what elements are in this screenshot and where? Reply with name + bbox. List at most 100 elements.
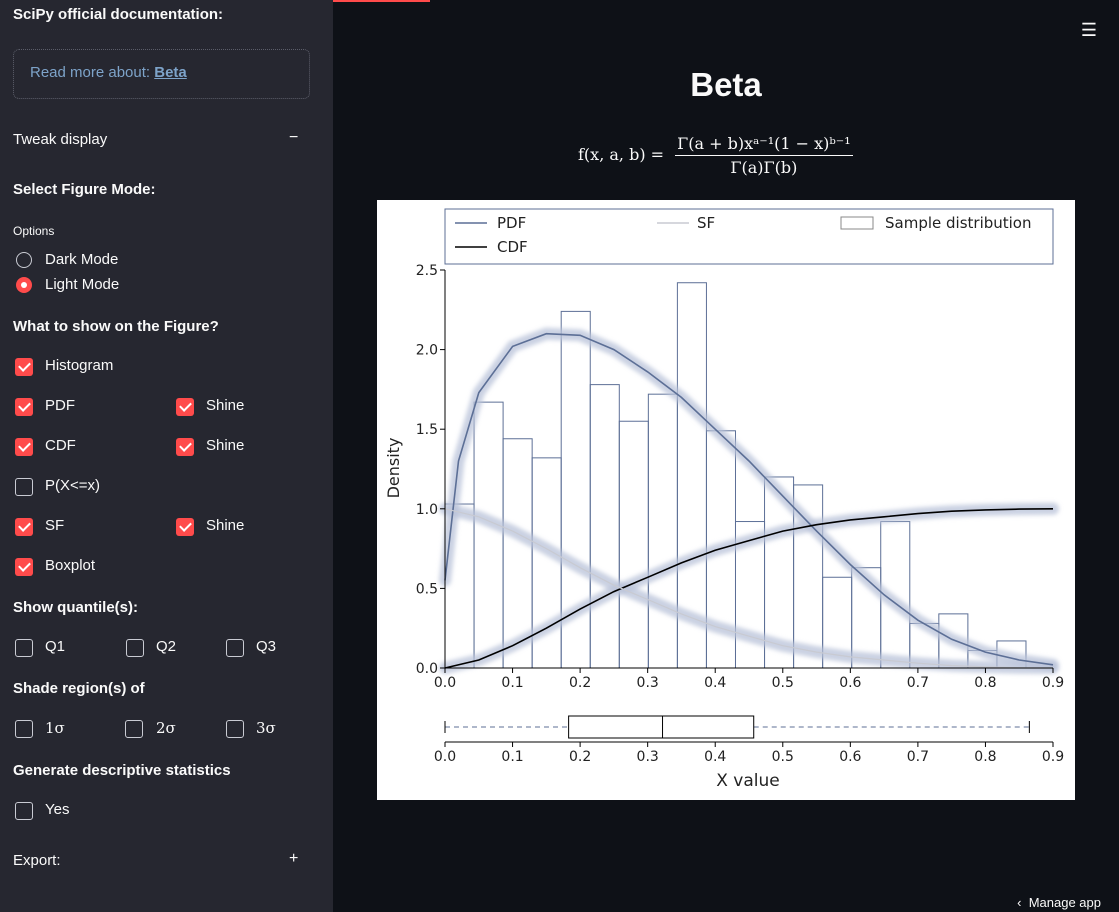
boxplot-x-tick-label: 0.3 [637, 749, 659, 765]
x-tick-label: 0.9 [1042, 675, 1064, 691]
manage-app-button[interactable]: ‹ Manage app [1017, 895, 1101, 910]
manage-app-label: Manage app [1028, 895, 1101, 910]
boxplot-x-tick-label: 0.4 [704, 749, 726, 765]
read-more-link[interactable]: Beta [154, 64, 187, 81]
pdf-checkbox[interactable] [15, 398, 33, 416]
sf-shine-checkbox[interactable] [176, 518, 194, 536]
formula-lhs: f(x, a, b) = [578, 145, 665, 164]
histogram-bar [618, 420, 649, 669]
chevron-left-icon: ‹ [1017, 895, 1022, 910]
pxx-label: P(X<=x) [45, 477, 101, 494]
boxplot-checkbox[interactable] [15, 558, 33, 576]
y-axis-label: Density [384, 438, 403, 499]
sigma2-checkbox[interactable] [125, 720, 143, 738]
legend-pdf-label: PDF [497, 214, 526, 232]
boxplot-x-tick-label: 0.1 [501, 749, 523, 765]
shade-heading: Shade region(s) of [13, 680, 145, 697]
stats-heading: Generate descriptive statistics [13, 762, 231, 779]
stats-yes-checkbox[interactable] [15, 802, 33, 820]
cdf-checkbox[interactable] [15, 438, 33, 456]
x-tick-label: 0.6 [839, 675, 861, 691]
formula: f(x, a, b) = Γ(a + b)xᵃ⁻¹(1 − x)ᵇ⁻¹ Γ(a)… [578, 134, 853, 177]
formula-denominator: Γ(a)Γ(b) [730, 158, 798, 177]
cdf-label: CDF [45, 437, 76, 454]
cdf-shine-label: Shine [206, 437, 245, 454]
page-title: Beta [690, 66, 762, 103]
read-more-prefix: Read more about: [30, 64, 151, 81]
sigma1-checkbox[interactable] [15, 720, 33, 738]
sigma1-label: 1σ [45, 719, 65, 737]
legend-cdf-label: CDF [497, 238, 528, 256]
histogram-checkbox[interactable] [15, 358, 33, 376]
y-tick-label: 0.5 [416, 581, 438, 597]
pdf-curve [444, 332, 1054, 666]
pxx-checkbox[interactable] [15, 478, 33, 496]
expand-icon[interactable]: + [289, 850, 299, 867]
formula-numerator: Γ(a + b)xᵃ⁻¹(1 − x)ᵇ⁻¹ [675, 134, 853, 156]
show-heading: What to show on the Figure? [13, 318, 219, 335]
light-mode-label: Light Mode [45, 276, 120, 293]
q3-checkbox[interactable] [226, 639, 244, 657]
x-tick-label: 0.2 [569, 675, 591, 691]
hamburger-menu-icon[interactable]: ☰ [1080, 20, 1097, 40]
boxplot-x-tick-label: 0.7 [907, 749, 929, 765]
cdf-shine-checkbox[interactable] [176, 438, 194, 456]
export-expander[interactable]: Export: [13, 852, 61, 869]
x-tick-label: 0.5 [772, 675, 794, 691]
docs-heading: SciPy official documentation: [13, 6, 224, 23]
boxplot-label: Boxplot [45, 557, 96, 574]
legend-hist-label: Sample distribution [885, 214, 1032, 232]
read-more-text: Read more about: Beta [30, 64, 187, 81]
x-axis-label: X value [716, 771, 779, 791]
stats-yes-label: Yes [45, 801, 70, 818]
figure: 0.0 0.5 1.0 1.5 2.0 2.5 0.0 0.1 0.2 0.3 0.4 0.5 0.6 0… [377, 200, 1075, 800]
collapse-icon[interactable]: − [289, 129, 299, 146]
quantile-heading: Show quantile(s): [13, 599, 138, 616]
boxplot-x-tick-label: 0.8 [974, 749, 996, 765]
sf-shine-label: Shine [206, 517, 245, 534]
histogram-bar [473, 401, 504, 669]
y-tick-label: 2.0 [416, 343, 438, 359]
boxplot-x-tick-label: 0.0 [434, 749, 456, 765]
sigma2-label: 2σ [156, 719, 176, 737]
boxplot-x-tick-label: 0.9 [1042, 749, 1064, 765]
x-tick-label: 0.3 [637, 675, 659, 691]
sigma3-label: 3σ [256, 719, 276, 737]
x-tick-label: 0.7 [907, 675, 929, 691]
y-tick-label: 2.5 [416, 263, 438, 279]
y-tick-label: 1.0 [416, 502, 438, 518]
q3-label: Q3 [256, 638, 277, 655]
dark-mode-label: Dark Mode [45, 251, 119, 268]
x-tick-label: 0.4 [704, 675, 726, 691]
sf-label: SF [45, 517, 65, 534]
sf-checkbox[interactable] [15, 518, 33, 536]
legend-sf-label: SF [697, 214, 715, 232]
q2-label: Q2 [156, 638, 177, 655]
histogram-bar [647, 393, 678, 669]
y-tick-label: 1.5 [416, 422, 438, 438]
histogram-bar [589, 384, 620, 669]
boxplot-x-tick-label: 0.6 [839, 749, 861, 765]
histogram-label: Histogram [45, 357, 114, 374]
pdf-label: PDF [45, 397, 75, 414]
pdf-shine [439, 327, 1059, 671]
tweak-display-expander[interactable]: Tweak display [13, 131, 108, 148]
light-mode-radio[interactable] [16, 277, 32, 293]
formula-fraction: Γ(a + b)xᵃ⁻¹(1 − x)ᵇ⁻¹ Γ(a)Γ(b) [675, 134, 853, 177]
y-tick-label: 0.0 [416, 661, 438, 677]
beta-chart: 0.0 0.5 1.0 1.5 2.0 2.5 0.0 0.1 0.2 0.3 0.4 0.5 0.6 0… [384, 208, 1064, 791]
legend-hist-swatch [840, 216, 874, 230]
x-tick-label: 0.8 [974, 675, 996, 691]
q1-checkbox[interactable] [15, 639, 33, 657]
q2-checkbox[interactable] [126, 639, 144, 657]
options-label: Options [13, 224, 55, 238]
boxplot-x-tick-label: 0.2 [569, 749, 591, 765]
dark-mode-radio[interactable] [16, 252, 32, 268]
select-mode-heading: Select Figure Mode: [13, 181, 156, 198]
pdf-shine-label: Shine [206, 397, 245, 414]
main-area: ☰ Beta f(x, a, b) = Γ(a + b)xᵃ⁻¹(1 − x)ᵇ… [333, 0, 1119, 912]
sigma3-checkbox[interactable] [226, 720, 244, 738]
sf-curve [444, 508, 1054, 669]
pdf-shine-checkbox[interactable] [176, 398, 194, 416]
x-tick-label: 0.1 [501, 675, 523, 691]
